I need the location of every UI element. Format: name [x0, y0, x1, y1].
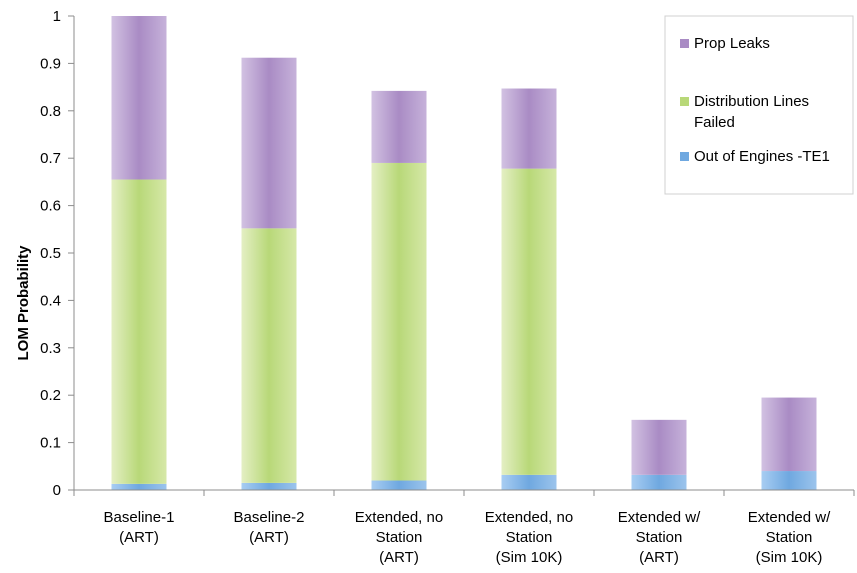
- bar-segment-distribution-lines-failed: [241, 228, 297, 483]
- legend-label: Distribution Lines Failed: [694, 93, 809, 131]
- y-tick-label: 1: [53, 8, 61, 25]
- x-category-label: Extended, no Station (Sim 10K): [485, 509, 573, 566]
- bar-segment-out-of-engines-te1: [371, 480, 427, 490]
- bar-segment-prop-leaks: [631, 419, 687, 475]
- x-category-label: Extended w/Station (ART): [618, 509, 701, 566]
- y-tick-label: 0.4: [40, 292, 61, 309]
- legend-swatch: [680, 152, 689, 161]
- y-tick-label: 0.9: [40, 55, 61, 72]
- bar-segment-prop-leaks: [371, 90, 427, 163]
- bar-segment-prop-leaks: [761, 397, 817, 472]
- bars: [111, 16, 817, 490]
- y-tick-label: 0.8: [40, 103, 61, 120]
- bar-segment-distribution-lines-failed: [111, 179, 167, 484]
- y-tick-label: 0.5: [40, 245, 61, 262]
- legend-label: Out of Engines -TE1: [694, 148, 830, 165]
- x-category-label: Extended, no Station (ART): [355, 509, 443, 566]
- y-tick-label: 0.7: [40, 150, 61, 167]
- y-axis: 0 0.1 0.2 0.3 0.4 0.5 0.6 0.7 0.8 0.9 1: [40, 8, 75, 499]
- y-tick-label: 0.1: [40, 435, 61, 452]
- bar-segment-prop-leaks: [111, 16, 167, 180]
- bar-segment-prop-leaks: [241, 57, 297, 229]
- legend-swatch: [680, 97, 689, 106]
- bar-segment-out-of-engines-te1: [111, 483, 167, 490]
- y-tick-label: 0.2: [40, 387, 61, 404]
- legend-swatch: [680, 39, 689, 48]
- bar-segment-out-of-engines-te1: [761, 471, 817, 490]
- x-category-label: Baseline-1 (ART): [104, 509, 175, 546]
- y-axis-label: LOM Probability: [15, 245, 32, 361]
- y-tick-label: 0.3: [40, 340, 61, 357]
- y-tick-label: 0: [53, 482, 61, 499]
- legend-box: [664, 15, 854, 195]
- bar-segment-out-of-engines-te1: [501, 474, 557, 490]
- x-category-label: Extended w/Station (Sim 10K): [748, 509, 831, 566]
- legend-label: Prop Leaks: [694, 35, 770, 52]
- y-tick-label: 0.6: [40, 198, 61, 215]
- bar-segment-out-of-engines-te1: [631, 474, 687, 490]
- x-axis: Baseline-1 (ART) Baseline-2 (ART) Extended, …: [73, 489, 855, 566]
- bar-segment-distribution-lines-failed: [371, 162, 427, 481]
- legend: Prop Leaks Distribution Lines Failed Out of…: [664, 15, 854, 195]
- bar-segment-out-of-engines-te1: [241, 482, 297, 490]
- bar-segment-prop-leaks: [501, 88, 557, 169]
- x-category-label: Baseline-2 (ART): [234, 509, 305, 546]
- bar-segment-distribution-lines-failed: [501, 168, 557, 475]
